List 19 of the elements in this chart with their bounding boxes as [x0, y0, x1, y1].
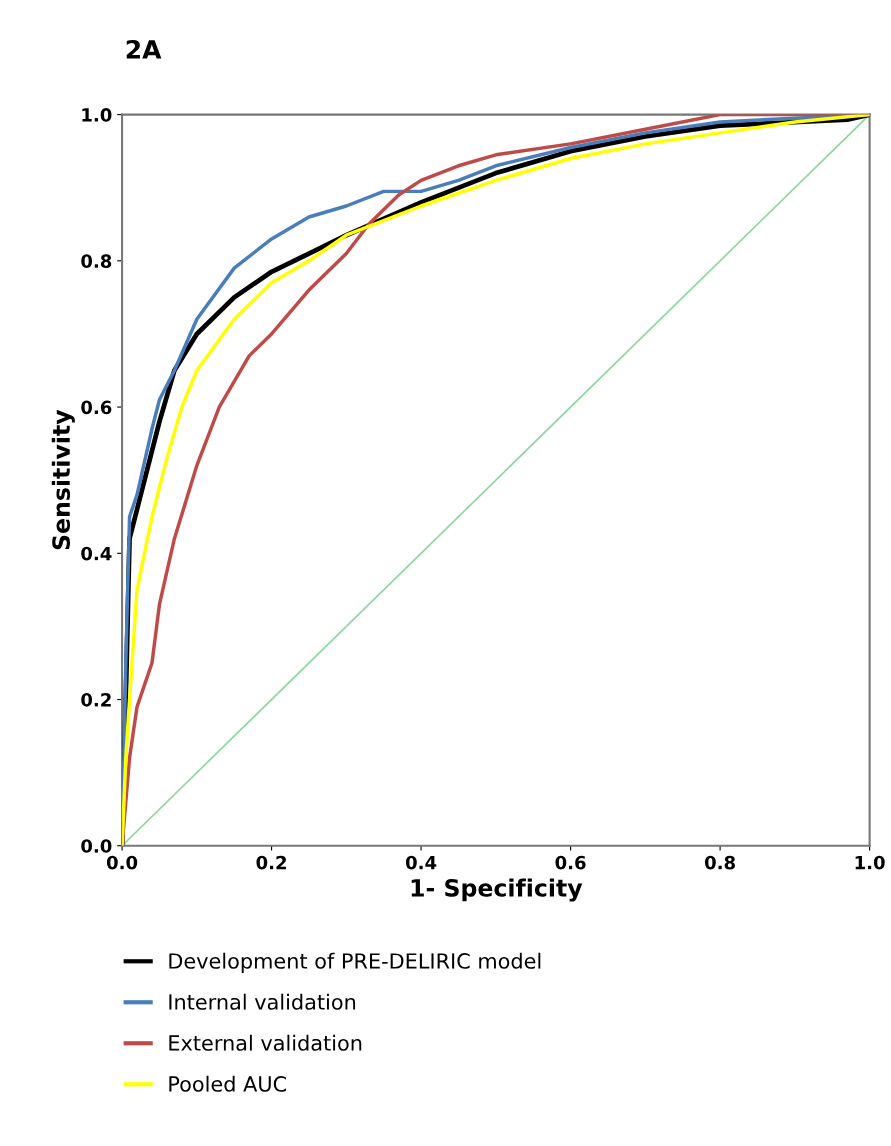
x-tick-label: 1.0	[855, 855, 885, 870]
legend-label: External validation	[169, 1034, 362, 1051]
x-axis-title: 1- Specificity	[411, 878, 583, 902]
y-tick-label: 0.6	[81, 400, 112, 415]
x-tick-label: 0.2	[256, 855, 286, 870]
x-tick-label: 0.0	[106, 855, 138, 870]
x-tick-label: 0.4	[405, 855, 437, 870]
y-tick-label: 0.8	[81, 254, 112, 268]
legend-label: Internal validation	[169, 993, 356, 1010]
chart-title: 2A	[126, 39, 162, 59]
y-tick-label: 0.4	[81, 546, 112, 561]
x-tick-label: 0.8	[704, 855, 735, 870]
legend-label: Pooled AUC	[169, 1075, 287, 1092]
y-tick-label: 0.2	[81, 692, 111, 707]
y-tick-label: 0.0	[81, 839, 112, 853]
legend-label: Development of PRE-DELIRIC model	[169, 952, 541, 973]
y-tick-label: 1.0	[82, 108, 112, 122]
y-axis-title: Sensitivity	[51, 409, 75, 550]
x-tick-label: 0.6	[555, 855, 586, 870]
